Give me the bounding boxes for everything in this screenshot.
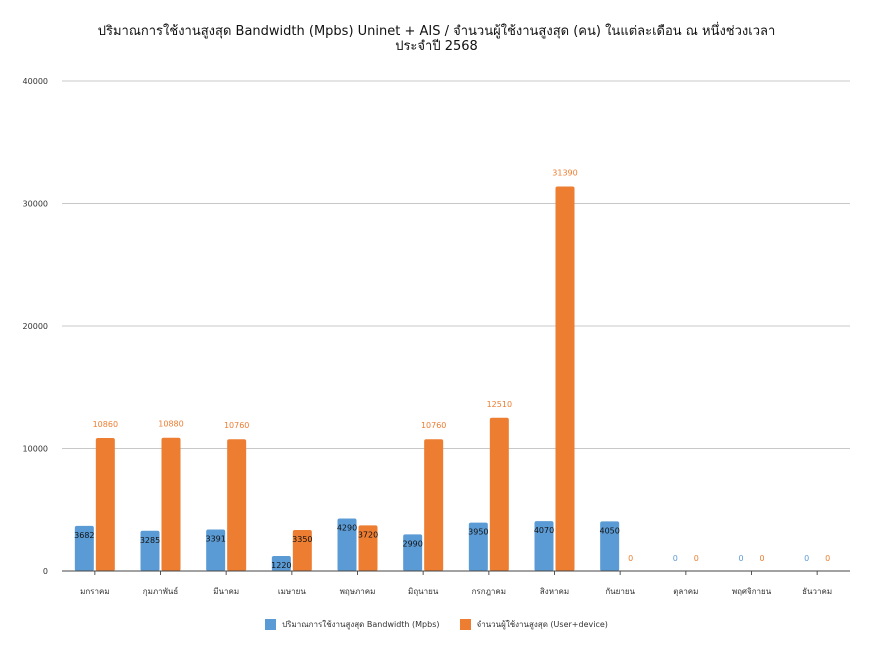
data-label: 0 — [825, 554, 830, 563]
bar-bandwidth — [74, 525, 94, 571]
data-label: 10860 — [93, 420, 118, 429]
x-tick-label: กรกฎาคม — [472, 587, 506, 596]
bar-users — [358, 525, 378, 571]
data-label: 10760 — [421, 421, 446, 430]
bar-bandwidth — [206, 529, 226, 571]
plot-area: 0 10000 20000 30000 40000 3682 10860 มกราคม 3285… — [23, 77, 850, 596]
legend-label-bandwidth: ปริมาณการใช้งานสูงสุด Bandwidth (Mpbs) — [282, 620, 440, 629]
data-label: 0 — [804, 554, 809, 563]
x-tick-label: สิงหาคม — [540, 587, 569, 596]
x-tick-label: ธันวาคม — [802, 587, 832, 596]
bar-bandwidth — [600, 521, 620, 571]
legend-label-users: จำนวนผู้ใช้งานสูงสุด (User+device) — [476, 620, 608, 629]
bar-users — [227, 439, 247, 571]
x-tick-label: พฤษภาคม — [340, 587, 376, 596]
x-tick-label: กุมภาพันธ์ — [143, 586, 179, 596]
data-label: 3285 — [140, 536, 160, 545]
x-tick-label: กันยายน — [605, 587, 635, 596]
data-label: 2990 — [402, 539, 422, 548]
y-tick-label: 40000 — [23, 77, 48, 86]
bar-users — [161, 437, 181, 571]
x-tick-label: เมษายน — [278, 587, 306, 596]
data-label: 4290 — [337, 523, 357, 532]
legend-item-bandwidth: ปริมาณการใช้งานสูงสุด Bandwidth (Mpbs) — [265, 618, 440, 631]
data-label: 3391 — [205, 534, 225, 543]
data-label: 3950 — [468, 528, 488, 537]
bar-users — [555, 186, 575, 571]
data-label: 0 — [673, 554, 678, 563]
legend-item-users: จำนวนผู้ใช้งานสูงสุด (User+device) — [459, 618, 608, 631]
legend-swatch-bandwidth — [265, 619, 277, 630]
data-label: 0 — [694, 554, 699, 563]
x-tick-label: มิถุนายน — [408, 587, 439, 596]
chart-title: ปริมาณการใช้งานสูงสุด Bandwidth (Mpbs) U… — [0, 24, 873, 54]
data-label: 0 — [759, 554, 764, 563]
data-label: 1220 — [271, 561, 291, 570]
data-label: 3682 — [74, 531, 94, 540]
data-label: 12510 — [487, 400, 512, 409]
legend-swatch-users — [459, 619, 471, 630]
chart-title-line2: ประจำปี 2568 — [395, 39, 478, 54]
x-tick-label: มีนาคม — [213, 587, 239, 596]
bar-users — [95, 437, 115, 571]
data-label: 0 — [628, 554, 633, 563]
chart-title-line1: ปริมาณการใช้งานสูงสุด Bandwidth (Mpbs) U… — [97, 24, 776, 39]
bar-bandwidth — [534, 521, 554, 571]
data-label: 10760 — [224, 421, 249, 430]
x-tick-label: พฤศจิกายน — [732, 587, 772, 596]
bar-bandwidth — [140, 530, 160, 571]
data-label: 31390 — [552, 168, 577, 177]
data-label: 4050 — [599, 526, 619, 535]
x-tick-label: ตุลาคม — [673, 587, 698, 596]
y-tick-label: 10000 — [23, 445, 48, 454]
data-label: 3350 — [292, 535, 312, 544]
bar-users — [292, 529, 312, 571]
data-label: 4070 — [534, 526, 554, 535]
bar-users — [489, 417, 509, 571]
y-tick-label: 30000 — [23, 200, 48, 209]
legend: ปริมาณการใช้งานสูงสุด Bandwidth (Mpbs) จ… — [0, 618, 873, 631]
bar-bandwidth — [468, 522, 488, 571]
bar-bandwidth — [271, 556, 291, 571]
y-tick-label: 20000 — [23, 322, 48, 331]
bar-bandwidth — [337, 518, 357, 571]
x-tick-label: มกราคม — [80, 587, 110, 596]
y-tick-label: 0 — [43, 567, 48, 576]
data-label: 3720 — [358, 530, 378, 539]
data-label: 0 — [738, 554, 743, 563]
bar-bandwidth — [403, 534, 423, 571]
bar-users — [424, 439, 444, 571]
data-label: 10880 — [158, 420, 183, 429]
